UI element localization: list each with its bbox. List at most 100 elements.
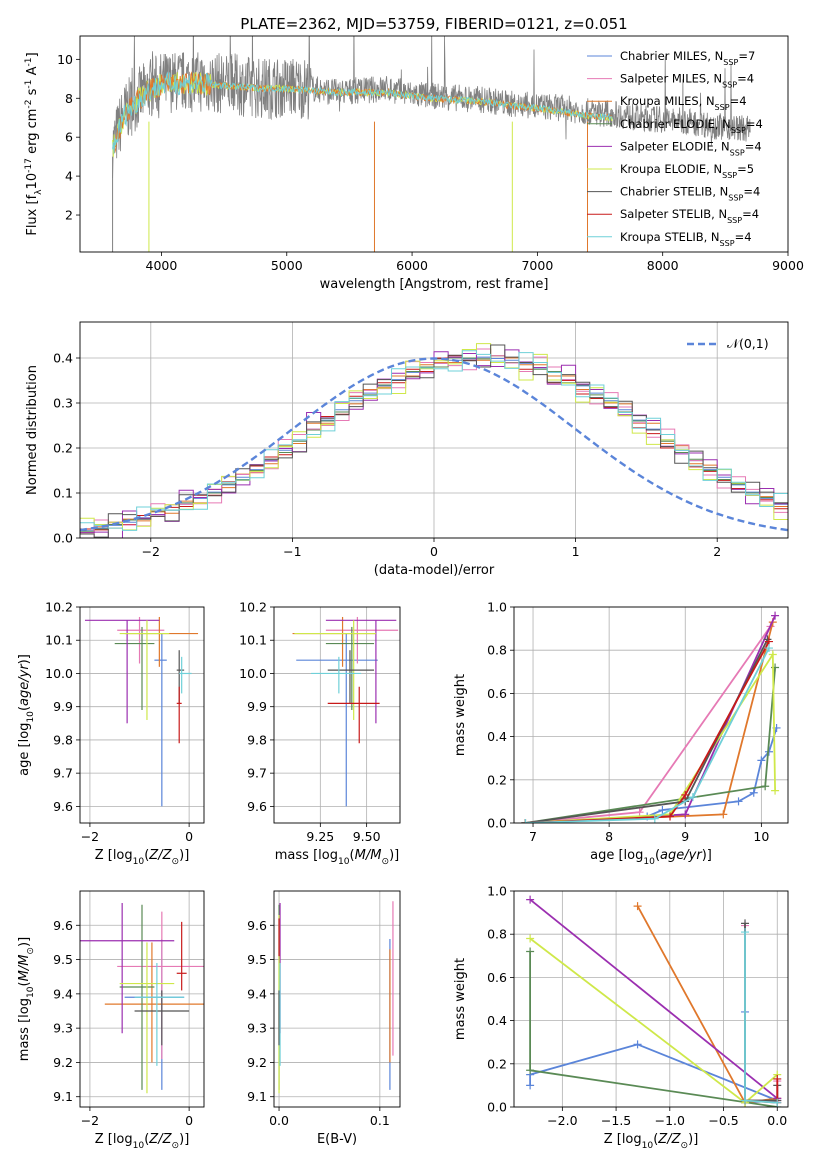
mass-weight-marker: [741, 919, 750, 928]
mass-weight-vs-Z-panel: −2.0 −1.5 −1.0 −0.5 0.0 0.0 0.2 0.4 0.6 0.8 1.0 Z […: [453, 884, 789, 1151]
legend-label: Kroupa MILES, NSSP=4: [620, 94, 747, 112]
y-tick-label: 10.1: [239, 633, 267, 648]
spectrum-panel: 4000 5000 6000 7000 8000 9000 2 4 6 8 10 wavelength…: [24, 35, 804, 292]
x-tick-label: 0: [185, 829, 193, 844]
axes-frame: [79, 890, 205, 1108]
plot-area: [292, 616, 399, 807]
x-axis-label: age [log10(age/yr)]: [590, 848, 712, 867]
x-axis-label: Z [log10(Z/Z⊙)]: [95, 848, 190, 867]
x-tick-label: −2: [81, 1113, 99, 1128]
legend-label: 𝒩(0,1): [727, 336, 769, 351]
mass-weight-marker: [658, 806, 667, 815]
plot-area: [80, 903, 204, 1094]
y-tick-label: 0.3: [53, 396, 73, 411]
y-axis-label: mass [log10(M/M⊙)]: [17, 937, 36, 1061]
mass-weight-marker: [764, 644, 773, 653]
y-tick-label: 0.2: [487, 772, 507, 787]
x-axis-label: E(B-V): [317, 1132, 357, 1147]
y-tick-label: 4: [65, 169, 73, 184]
x-tick-label: −2: [81, 829, 99, 844]
legend-label: Chabrier STELIB, NSSP=4: [620, 185, 760, 203]
mass-weight-marker: [526, 934, 535, 943]
y-axis-label: Flux [fλ10-17 erg cm-2 s-1 A-1]: [24, 52, 44, 235]
y-tick-label: 8: [65, 91, 73, 106]
plot-area: [80, 343, 788, 538]
plot-area: [521, 611, 781, 823]
mass-weight-vs-age-panel: 7 8 9 10 0.0 0.2 0.4 0.6 0.8 1.0 age [log10(age/yr…: [453, 600, 789, 867]
x-axis-label: mass [log10(M/M⊙)]: [275, 848, 399, 867]
mass-weight-marker: [773, 1074, 782, 1083]
x-axis-label: Z [log10(Z/Z⊙)]: [95, 1132, 190, 1151]
y-tick-label: 0.2: [53, 441, 73, 456]
y-axis-label: Normed distribution: [25, 365, 40, 495]
x-tick-label: 5000: [271, 258, 303, 273]
y-tick-label: 9.7: [247, 766, 267, 781]
mass-weight-marker: [666, 812, 675, 821]
x-axis-label: Z [log10(Z/Z⊙)]: [604, 1132, 699, 1151]
x-tick-label: −1.5: [601, 1113, 631, 1128]
y-tick-label: 0.0: [53, 531, 73, 546]
x-tick-label: 8000: [647, 258, 679, 273]
mass-weight-marker: [773, 1098, 782, 1107]
mass-weight-marker: [681, 810, 690, 819]
x-tick-label: 2: [713, 544, 721, 559]
y-tick-label: 9.8: [53, 732, 73, 747]
y-tick-label: 9.4: [53, 986, 73, 1001]
mass-weight-line: [525, 615, 776, 823]
y-tick-label: 10: [57, 52, 73, 67]
y-tick-label: 0.8: [487, 643, 507, 658]
y-tick-label: 10.2: [45, 600, 73, 615]
mass-weight-line: [525, 641, 770, 823]
y-tick-label: 9.1: [53, 1089, 73, 1104]
x-tick-label: 9.25: [306, 829, 334, 844]
legend-label: Chabrier MILES, NSSP=7: [620, 49, 755, 67]
y-tick-label: 10.0: [239, 666, 267, 681]
y-tick-label: 9.5: [53, 952, 73, 967]
y-tick-label: 6: [65, 130, 73, 145]
plot-area: [84, 616, 199, 807]
mass-vs-EBV-panel: 0.0 0.1 9.1 9.2 9.3 9.4 9.5 9.6 E(B-V): [247, 890, 401, 1147]
mass-weight-line: [525, 625, 772, 823]
y-tick-label: 2: [65, 208, 73, 223]
mass-weight-line: [525, 621, 774, 823]
axes-frame: [273, 606, 401, 824]
legend-label: Salpeter MILES, NSSP=4: [620, 72, 754, 90]
x-tick-label: −2: [142, 544, 160, 559]
residual-histogram: [80, 350, 788, 531]
y-tick-label: 9.6: [247, 799, 267, 814]
legend-label: Salpeter ELODIE, NSSP=4: [620, 139, 762, 157]
residuals-panel: −2 −1 0 1 2 0.0 0.1 0.2 0.3 0.4 (data-model)/error…: [25, 321, 789, 578]
mass-weight-line: [525, 727, 778, 823]
plots-group: 4000 5000 6000 7000 8000 9000246810wavelength…: [17, 35, 804, 1151]
legend-label: Salpeter STELIB, NSSP=4: [620, 207, 759, 225]
mass-weight-marker: [526, 895, 535, 904]
y-axis-label: age [log10(age/yr)]: [17, 654, 36, 776]
mass-vs-Z-panel: −2 0 9.1 9.2 9.3 9.4 9.5 9.6 Z [log10(Z/Z⊙)] mass…: [17, 890, 205, 1151]
mass-weight-marker: [633, 902, 642, 911]
y-tick-label: 0.4: [487, 1013, 507, 1028]
y-tick-label: 1.0: [487, 600, 507, 615]
mass-weight-line: [529, 898, 778, 1100]
y-axis-label: mass weight: [453, 674, 468, 756]
legend: Chabrier MILES, NSSP=7 Salpeter MILES, NS…: [587, 49, 763, 247]
x-axis-label: wavelength [Angstrom, rest frame]: [320, 277, 549, 292]
x-tick-label: 0: [430, 544, 438, 559]
legend-label: Kroupa ELODIE, NSSP=5: [620, 162, 754, 180]
age-vs-Z-panel: −2 0 9.6 9.7 9.8 9.9 10.0 10.1 10.2 Z [log10(Z/Z⊙…: [17, 600, 205, 867]
legend-label: Chabrier ELODIE, NSSP=4: [620, 117, 763, 135]
mass-weight-marker: [771, 611, 780, 620]
mass-weight-marker: [749, 788, 758, 797]
x-tick-label: 9000: [772, 258, 804, 273]
mass-weight-marker: [734, 797, 743, 806]
x-tick-label: 0.0: [269, 1113, 289, 1128]
y-tick-label: 9.5: [247, 952, 267, 967]
x-tick-label: 0: [185, 1113, 193, 1128]
mass-weight-marker: [526, 947, 535, 956]
x-tick-label: 8: [605, 829, 613, 844]
x-tick-label: 7: [529, 829, 537, 844]
y-axis-label: mass weight: [453, 958, 468, 1040]
y-tick-label: 0.1: [53, 486, 73, 501]
y-tick-label: 9.2: [247, 1055, 267, 1070]
y-tick-label: 9.6: [53, 918, 73, 933]
